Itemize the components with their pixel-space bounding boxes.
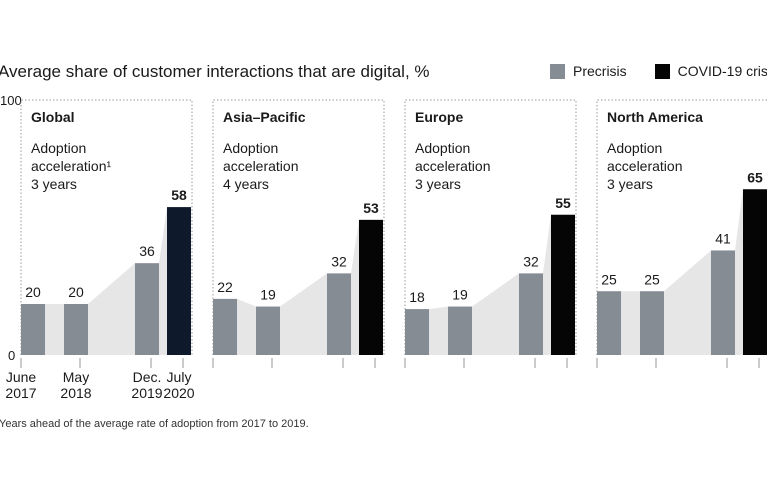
panel-frame-europe: [404, 99, 577, 355]
x-tick-label-global-2-1: 2019: [131, 385, 162, 401]
bar-asia-pacific-0: [213, 298, 237, 355]
legend-item-crisis: COVID-19 crisis: [654, 63, 767, 79]
value-label-north-america-1: 25: [644, 271, 660, 287]
panel-subtitle-asia-pacific-line1: Adoption: [223, 140, 278, 156]
bar-north-america-0: [597, 291, 621, 355]
chart-title: Average share of customer interactions t…: [0, 62, 430, 81]
bar-asia-pacific-2: [327, 273, 351, 355]
panel-title-global: Global: [31, 109, 75, 125]
value-label-europe-3: 55: [555, 195, 571, 211]
legend-swatch-precrisis: [550, 63, 565, 79]
value-label-global-0: 20: [25, 284, 41, 300]
x-tick-label-global-0-0: June: [6, 369, 37, 385]
panel-years-north-america: 3 years: [607, 176, 653, 192]
bar-global-3: [167, 207, 191, 355]
area-europe: [405, 214, 575, 355]
x-tick-label-global-0-1: 2017: [5, 385, 36, 401]
value-label-asia-pacific-1: 19: [260, 287, 276, 303]
bar-europe-0: [405, 309, 429, 355]
x-tick-label-global-1-0: May: [63, 369, 89, 385]
bar-asia-pacific-3: [359, 219, 383, 355]
legend-label-crisis: COVID-19 crisis: [677, 63, 767, 79]
panel-years-global: 3 years: [31, 176, 77, 192]
area-north-america: [597, 189, 767, 355]
panel-subtitle-north-america-line2: acceleration: [607, 158, 683, 174]
value-label-north-america-0: 25: [601, 271, 617, 287]
bar-europe-2: [519, 273, 543, 355]
bar-global-1: [64, 304, 88, 355]
panel-subtitle-north-america-line1: Adoption: [607, 140, 662, 156]
panel-subtitle-asia-pacific-line2: acceleration: [223, 158, 299, 174]
value-label-europe-1: 19: [452, 287, 468, 303]
panel-subtitle-europe-line1: Adoption: [415, 140, 470, 156]
value-label-north-america-3: 65: [747, 169, 763, 185]
panel-years-asia-pacific: 4 years: [223, 176, 269, 192]
panel-title-asia-pacific: Asia–Pacific: [223, 109, 306, 125]
x-tick-label-global-3-0: July: [167, 369, 192, 385]
bar-global-2: [135, 263, 159, 355]
panel-subtitle-global-line1: Adoption: [31, 140, 86, 156]
bar-north-america-3: [743, 189, 767, 355]
value-label-asia-pacific-0: 22: [217, 279, 233, 295]
panel-subtitle-global-line2: acceleration¹: [31, 158, 111, 174]
panel-title-north-america: North America: [607, 109, 703, 125]
value-label-global-2: 36: [139, 243, 155, 259]
legend-item-precrisis: Precrisis: [550, 63, 627, 79]
panel-subtitle-europe-line2: acceleration: [415, 158, 491, 174]
panel-frame-global: [20, 99, 193, 355]
footnote: Years ahead of the average rate of adopt…: [0, 418, 309, 430]
y-tick-label-0: 0: [8, 348, 15, 363]
legend-label-precrisis: Precrisis: [573, 63, 627, 79]
panel-frame-north-america: [596, 99, 767, 355]
bar-north-america-1: [640, 291, 664, 355]
value-label-asia-pacific-2: 32: [331, 253, 347, 269]
legend-swatch-crisis: [654, 63, 670, 79]
area-global: [21, 207, 191, 355]
x-tick-label-global-2-0: Dec.: [133, 369, 162, 385]
value-label-europe-0: 18: [409, 289, 425, 305]
x-tick-label-global-3-1: 2020: [163, 385, 194, 401]
value-label-asia-pacific-3: 53: [363, 200, 379, 216]
x-tick-label-global-1-1: 2018: [60, 385, 91, 401]
panel-frame-asia-pacific: [212, 99, 385, 355]
legend: Precrisis COVID-19 crisis: [550, 63, 767, 79]
value-label-europe-2: 32: [523, 253, 539, 269]
area-asia-pacific: [213, 219, 383, 355]
panel-title-europe: Europe: [415, 109, 463, 125]
bar-north-america-2: [711, 250, 735, 355]
value-label-global-1: 20: [68, 284, 84, 300]
bar-europe-3: [551, 214, 575, 355]
bar-asia-pacific-1: [256, 306, 280, 355]
bar-global-0: [21, 304, 45, 355]
panel-years-europe: 3 years: [415, 176, 461, 192]
value-label-north-america-2: 41: [715, 230, 731, 246]
y-tick-label-100: 100: [0, 93, 22, 108]
bar-europe-1: [448, 306, 472, 355]
value-label-global-3: 58: [171, 187, 187, 203]
